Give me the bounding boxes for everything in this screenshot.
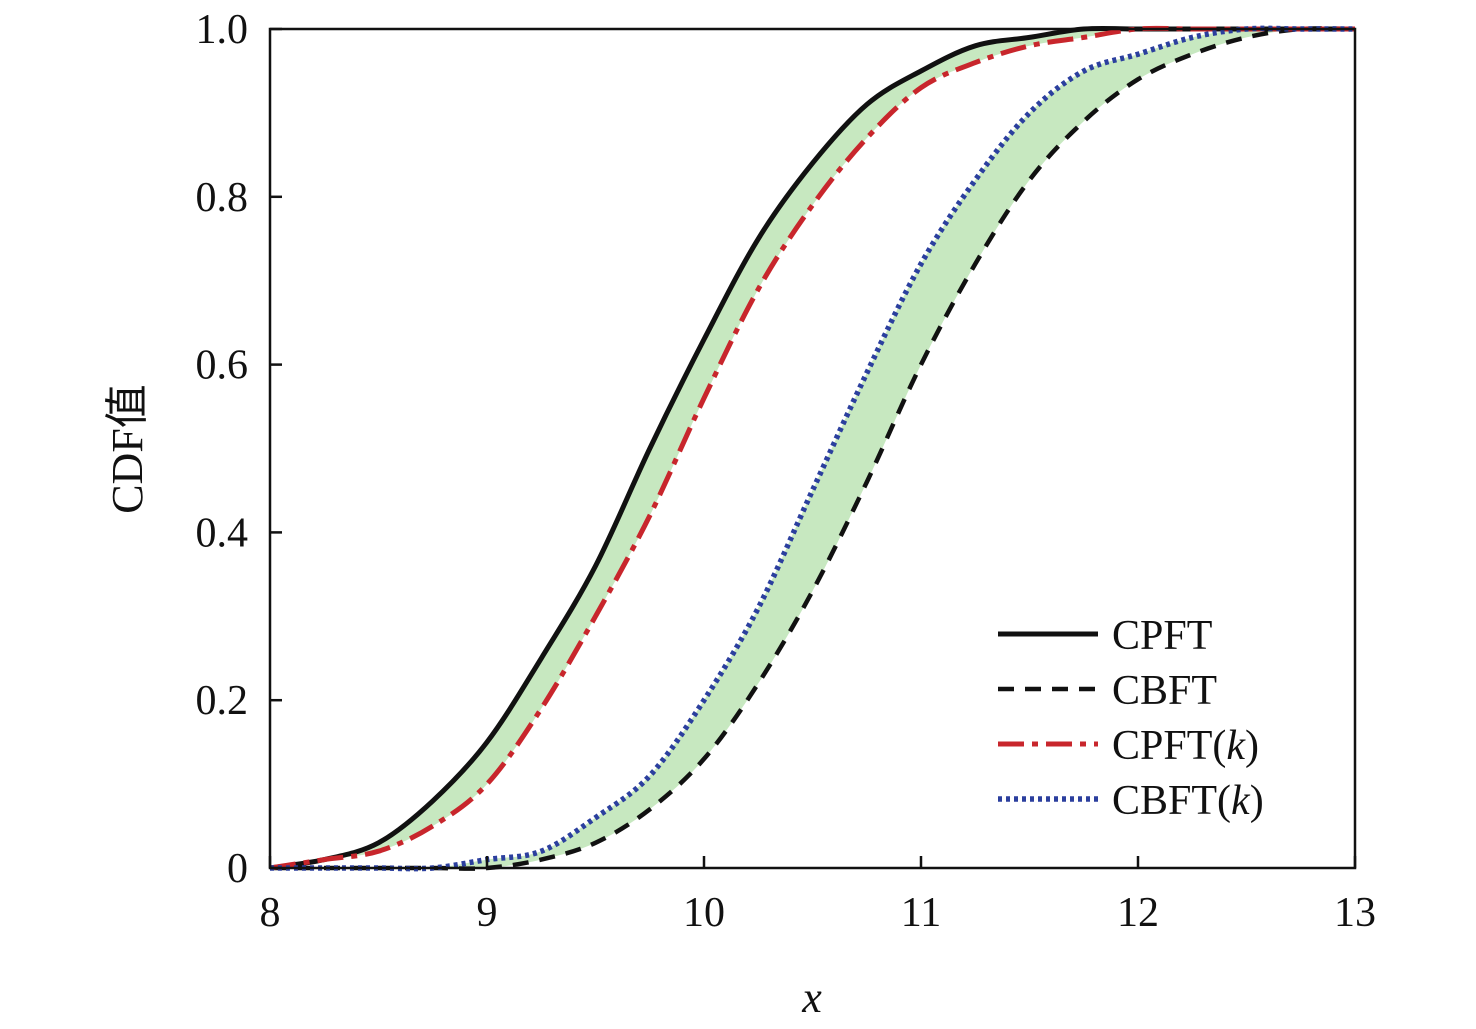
y-tick-label: 0 [227, 846, 248, 892]
x-tick-label: 13 [1334, 890, 1376, 936]
band-1 [270, 28, 1355, 868]
x-tick-label: 8 [260, 890, 281, 936]
x-axis-label: x [801, 973, 822, 1022]
y-tick-label: 0.6 [196, 343, 249, 389]
legend-label: CPFT [1112, 613, 1212, 659]
legend: CPFT CBFT CPFT(k) CBFT(k) [998, 613, 1264, 824]
x-tick-label: 11 [901, 890, 941, 936]
y-tick-label: 1.0 [196, 7, 249, 53]
y-tick-label: 0.2 [196, 678, 249, 724]
confidence-bands [270, 28, 1355, 869]
axis-ticks: 8 9 10 11 12 13 0 0.2 0.4 0.6 0.8 1.0 [196, 7, 1377, 936]
x-tick-label: 9 [477, 890, 498, 936]
x-tick-label: 10 [683, 890, 725, 936]
y-tick-label: 0.8 [196, 175, 249, 221]
y-tick-label: 0.4 [196, 510, 249, 556]
legend-label: CBFT(k) [1112, 778, 1264, 824]
y-axis-label: CDF值 [103, 384, 152, 514]
legend-label: CPFT(k) [1112, 723, 1259, 769]
plot-frame [268, 27, 1357, 870]
x-tick-label: 12 [1117, 890, 1159, 936]
legend-label: CBFT [1112, 668, 1217, 714]
